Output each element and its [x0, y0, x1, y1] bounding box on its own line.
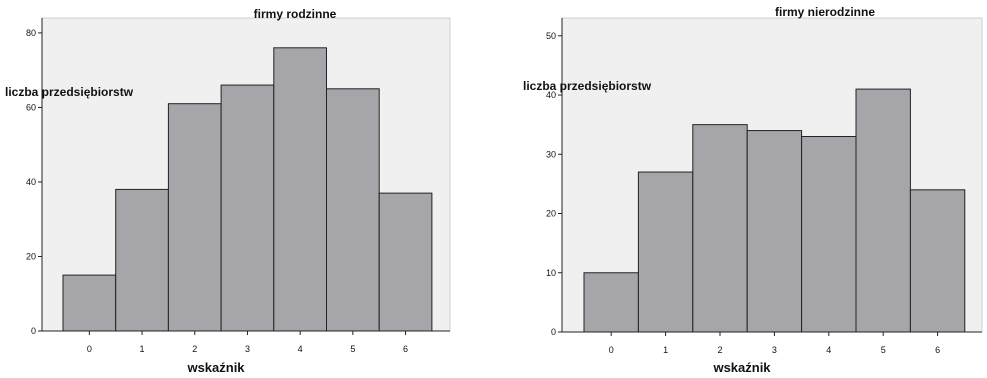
y-axis-label: liczba przedsiębiorstw	[5, 85, 134, 99]
y-tick-label: 10	[546, 268, 556, 278]
x-tick-label: 4	[826, 345, 831, 355]
y-tick-label: 80	[26, 28, 36, 38]
x-tick-label: 2	[717, 345, 722, 355]
bar-0	[62, 274, 117, 332]
bar-6	[378, 192, 433, 332]
bar-5	[855, 88, 911, 333]
x-tick-label: 0	[87, 344, 92, 354]
x-tick-label: 6	[935, 345, 940, 355]
x-tick-label: 6	[403, 344, 408, 354]
y-tick-label: 0	[551, 327, 556, 337]
x-tick-label: 3	[772, 345, 777, 355]
bar-1	[637, 171, 694, 333]
x-tick-label: 5	[350, 344, 355, 354]
y-tick-label: 50	[546, 31, 556, 41]
bar-4	[801, 135, 857, 333]
y-tick-label: 40	[546, 90, 556, 100]
x-tick-label: 3	[245, 344, 250, 354]
x-tick-label: 4	[298, 344, 303, 354]
x-axis-label: wskaźnik	[712, 360, 771, 375]
chart-2: 0 10 20 30 40 50 0 1 2 3 4 5 6 firmy nierodzinne liczb…	[523, 5, 983, 375]
x-tick-label: 5	[881, 345, 886, 355]
y-tick-label: 20	[26, 251, 36, 261]
x-tick-label: 1	[663, 345, 668, 355]
y-tick-label: 30	[546, 149, 556, 159]
bar-3	[220, 84, 275, 332]
y-tick-label: 20	[546, 209, 556, 219]
bar-5	[326, 88, 380, 332]
bar-2	[692, 124, 748, 333]
y-tick-label: 60	[26, 102, 36, 112]
y-tick-label: 0	[31, 326, 36, 336]
bar-0	[583, 272, 639, 333]
chart-1: 0 20 40 60 80 0 1 2 3 4 5 6 firmy rodzinne liczba prz…	[5, 7, 451, 375]
bar-4	[273, 47, 327, 332]
chart-title: firmy nierodzinne	[775, 5, 875, 19]
bar-2	[167, 103, 222, 332]
bar-1	[115, 188, 169, 332]
y-tick-label: 40	[26, 177, 36, 187]
chart-title: firmy rodzinne	[254, 7, 337, 21]
y-axis-label: liczba przedsiębiorstw	[523, 79, 652, 93]
x-tick-label: 2	[192, 344, 197, 354]
x-tick-label: 0	[609, 345, 614, 355]
bar-3	[746, 130, 803, 333]
x-axis-label: wskaźnik	[186, 360, 245, 375]
x-tick-label: 1	[140, 344, 145, 354]
bar-6	[909, 189, 966, 333]
